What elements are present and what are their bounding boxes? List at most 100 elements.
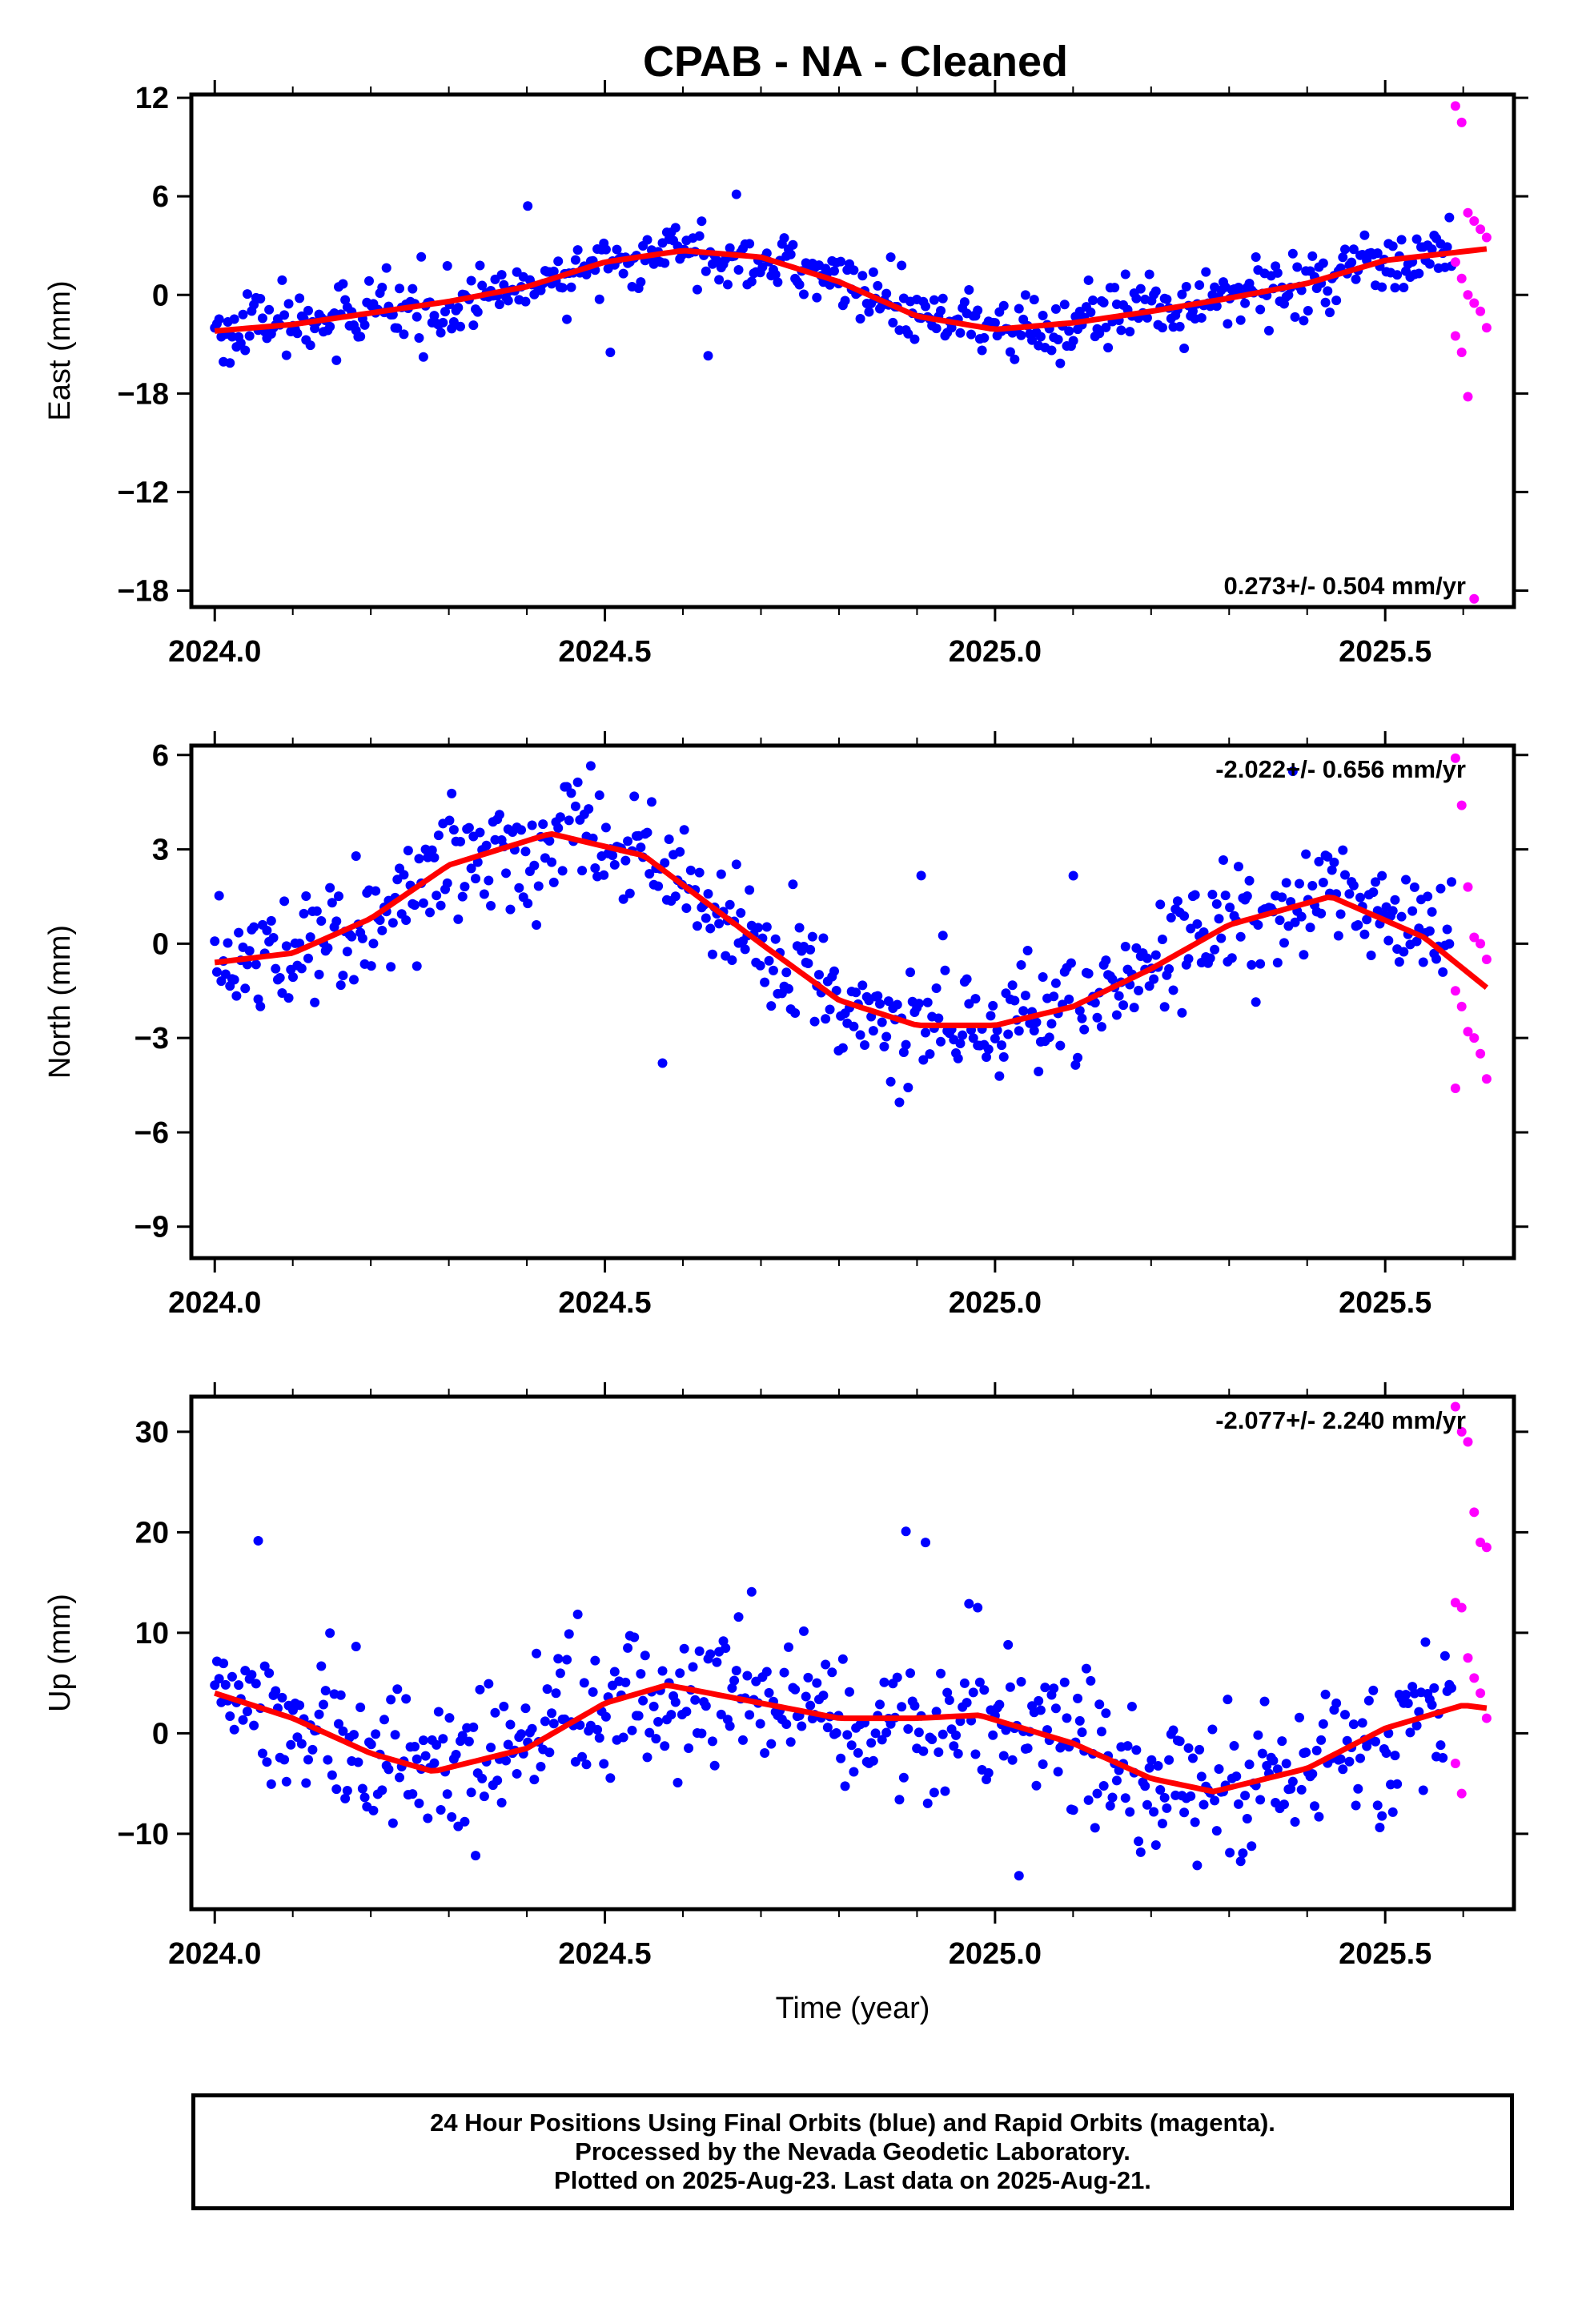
final-orbit-point [1316,908,1327,919]
final-orbit-point [1348,1719,1359,1730]
final-orbit-point [520,1703,531,1714]
final-orbit-point [1301,849,1311,859]
final-orbit-point [1351,274,1361,284]
final-orbit-point [1038,971,1048,982]
final-orbit-point [371,886,381,896]
final-orbit-point [1429,1683,1439,1693]
final-orbit-point [572,245,583,255]
final-orbit-point [403,846,413,856]
final-orbit-point [783,1642,793,1652]
final-orbit-point [1240,1791,1251,1801]
final-orbit-point [1074,1006,1085,1016]
final-orbit-point [822,1723,833,1733]
final-orbit-point [897,260,907,271]
final-orbit-point [503,296,513,306]
final-orbit-point [1366,950,1376,960]
final-orbit-point [660,858,670,868]
final-orbit-point [840,1781,850,1791]
final-orbit-point [1392,270,1403,280]
final-orbit-point [387,918,398,928]
final-orbit-point [1442,924,1452,935]
final-orbit-point [801,1691,811,1702]
final-orbit-point [760,977,770,987]
final-orbit-point [1050,304,1061,314]
final-orbit-point [1101,1708,1111,1719]
final-orbit-point [1359,929,1370,939]
x-tick-label: 2024.5 [558,1937,651,1971]
final-orbit-point [666,1710,677,1720]
final-orbit-point [264,304,275,315]
final-orbit-point [936,1036,946,1047]
plot-frame [189,743,1516,1261]
final-orbit-point [901,1039,911,1050]
final-orbit-point [492,1775,503,1786]
final-orbit-point [548,1719,559,1729]
final-orbit-point [257,313,267,324]
final-orbit-point [1372,248,1383,259]
final-orbit-point [266,1779,276,1789]
final-orbit-point [544,1747,555,1758]
final-orbit-point [868,267,878,277]
final-orbit-point [1299,316,1309,326]
final-orbit-point [1146,1755,1157,1765]
final-orbit-point [660,258,670,268]
final-orbit-point [335,980,346,991]
final-orbit-point [766,1001,777,1011]
rapid-orbit-point [1450,1083,1460,1093]
final-orbit-point [892,1672,902,1683]
fit-curve [214,246,1488,334]
final-orbit-point [1150,1839,1161,1850]
final-orbit-point [1444,212,1455,223]
final-orbit-point [1263,325,1274,336]
final-orbit-point [453,914,464,924]
rapid-orbit-point [1450,753,1460,763]
final-orbit-point [1220,891,1231,901]
final-orbit-point [295,293,305,304]
final-orbit-point [216,976,227,987]
final-orbit-point [825,1004,835,1015]
final-orbit-point [881,1031,892,1042]
final-orbit-point [998,1751,1009,1761]
final-orbit-point [512,1768,522,1779]
final-orbit-point [395,283,405,294]
final-orbit-point [275,973,285,983]
final-orbit-point [746,1586,757,1597]
plot-frame [189,1394,1516,1912]
final-orbit-point [1407,906,1418,916]
final-orbit-point [523,899,533,909]
final-orbit-point [438,1734,448,1744]
final-orbit-point [1427,907,1437,917]
final-orbit-point [701,1701,711,1711]
final-orbit-point [1311,1745,1322,1755]
final-orbit-point [594,1733,604,1743]
final-orbit-point [818,933,829,943]
final-orbit-point [807,931,817,942]
rapid-orbit-point [1450,1759,1460,1769]
final-orbit-point [837,1043,848,1053]
final-orbit-point [1323,286,1333,296]
final-orbit-point [629,1632,640,1642]
final-orbit-point [1157,1819,1167,1829]
final-orbit-point [857,271,868,281]
final-orbit-point [609,1667,620,1677]
final-orbit-point [1279,1799,1289,1810]
final-orbit-point [249,922,259,932]
final-orbit-point [214,891,224,901]
final-orbit-point [1081,1663,1091,1674]
footer-line-2: Processed by the Nevada Geodetic Laborat… [575,2137,1130,2165]
final-orbit-point [1411,234,1422,244]
final-orbit-point [471,1851,481,1861]
final-orbit-point [761,1667,772,1677]
final-orbit-point [998,300,1009,311]
final-orbit-point [988,1000,998,1011]
final-orbit-point [979,332,990,343]
final-orbit-point [310,997,320,1007]
final-orbit-point [1244,875,1255,886]
final-orbit-point [460,1816,470,1827]
final-orbit-point [1153,1761,1163,1771]
final-orbit-point [1371,877,1381,887]
final-orbit-point [998,1051,1009,1062]
final-orbit-point [1107,1792,1118,1803]
final-orbit-point [484,1679,494,1689]
final-orbit-point [516,1729,527,1739]
